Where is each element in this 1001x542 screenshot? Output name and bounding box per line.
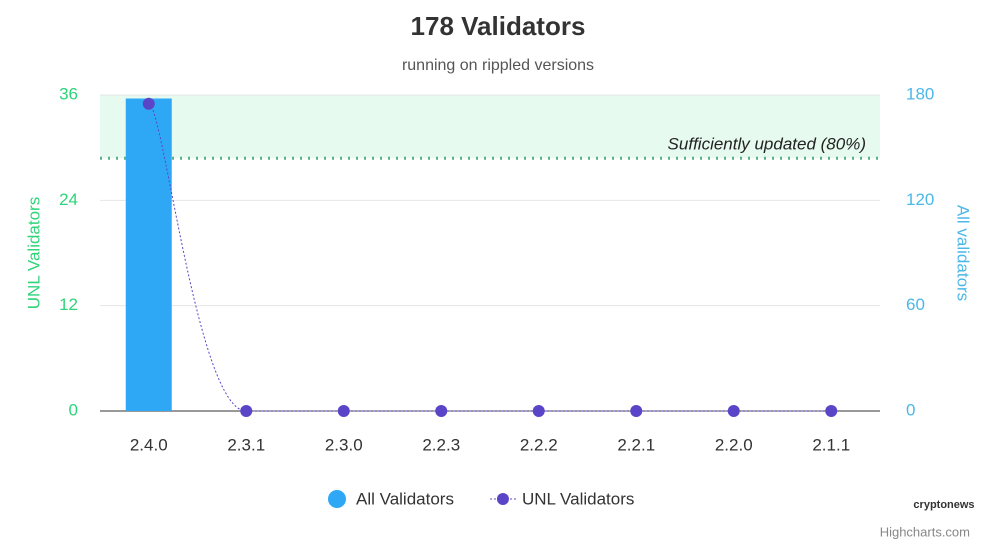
x-tick-label: 2.2.3 (422, 435, 460, 454)
point (727, 405, 740, 417)
point (825, 405, 838, 417)
chart-subtitle: running on rippled versions (402, 57, 594, 74)
y-tick-label: 12 (59, 295, 78, 314)
point (142, 97, 155, 110)
y-axis-label: UNL Validators (24, 197, 43, 309)
x-tick-label: 2.3.0 (325, 435, 363, 454)
legend-symbol (496, 493, 509, 505)
x-tick-label: 2.4.0 (130, 435, 168, 454)
point (630, 405, 643, 417)
chart-title: 178 Validators (411, 11, 586, 41)
x-tick-label: 2.2.2 (520, 435, 558, 454)
legend-label[interactable]: UNL Validators (522, 489, 634, 508)
x-tick-label: 2.3.1 (227, 435, 265, 454)
y-tick-label: 36 (59, 84, 78, 103)
x-tick-label: 2.2.0 (715, 435, 753, 454)
y2-tick-label: 120 (906, 190, 934, 209)
legend-label[interactable]: All Validators (356, 489, 454, 508)
legend-symbol (328, 490, 346, 508)
y2-axis-label: All validators (954, 205, 973, 301)
point (240, 405, 253, 417)
y2-tick-label: 0 (906, 400, 915, 419)
point (337, 405, 350, 417)
point (532, 405, 545, 417)
annotation: Sufficiently updated (80%) (668, 135, 866, 154)
point (435, 405, 448, 417)
y2-tick-label: 180 (906, 84, 934, 103)
y2-tick-label: 60 (906, 295, 925, 314)
x-tick-label: 2.2.1 (617, 435, 655, 454)
y-tick-label: 24 (59, 190, 78, 209)
y-tick-label: 0 (69, 400, 78, 419)
x-tick-label: 2.1.1 (812, 435, 850, 454)
plot-band (100, 95, 880, 159)
watermark: cryptonews (913, 499, 974, 511)
credits[interactable]: Highcharts.com (880, 524, 970, 539)
bar (125, 98, 172, 411)
